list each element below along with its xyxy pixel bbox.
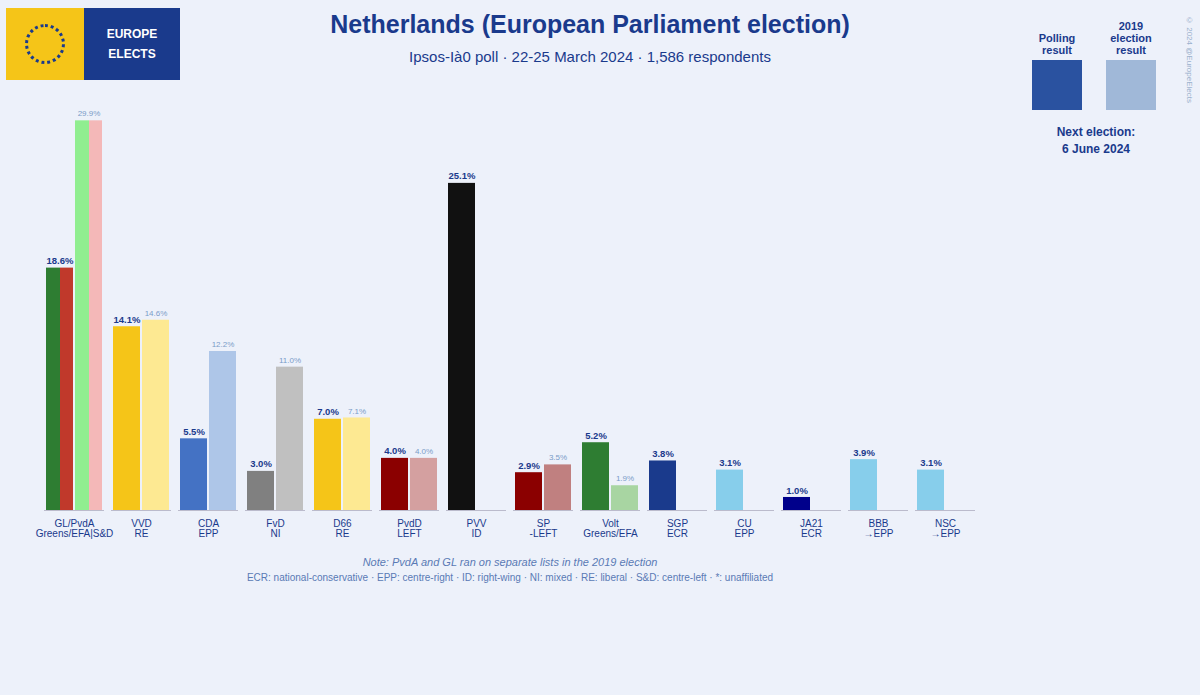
html-text:EUROPE: EUROPE [106,27,158,41]
svg-text:CDAEPP: CDAEPP [198,518,219,539]
svg-text:FvDNI: FvDNI [266,518,284,539]
svg-text:3.0%: 3.0% [250,458,272,469]
svg-text:3.8%: 3.8% [652,448,674,459]
svg-text:3.9%: 3.9% [853,447,875,458]
html-text:Ipsos-Ià0 poll · 22-25 March 2: Ipsos-Ià0 poll · 22-25 March 2024 · 1,58… [409,48,771,65]
svg-text:3.1%: 3.1% [719,457,741,468]
svg-text:7.0%: 7.0% [317,406,339,417]
html-text:Note: PvdA and GL ran on separ: Note: PvdA and GL ran on separate lists … [362,556,658,568]
svg-text:5.5%: 5.5% [183,426,205,437]
svg-text:BBB→EPP: BBB→EPP [863,518,893,539]
svg-text:4.0%: 4.0% [384,445,406,456]
html-text:© 2024 @EuropeElects: © 2024 @EuropeElects [1185,16,1194,103]
html-text:6 June 2024: 6 June 2024 [1062,142,1130,156]
svg-text:VoltGreens/EFA: VoltGreens/EFA [583,518,638,539]
svg-text:4.0%: 4.0% [415,447,433,456]
svg-text:7.1%: 7.1% [348,407,366,416]
svg-text:PVVID: PVVID [466,518,486,539]
html-text:Netherlands (European Parliame: Netherlands (European Parliament electio… [330,10,850,38]
svg-text:JA21ECR: JA21ECR [800,518,823,539]
svg-text:PvdDLEFT: PvdDLEFT [397,518,421,539]
svg-text:D66RE: D66RE [333,518,352,539]
svg-text:25.1%: 25.1% [449,170,476,181]
svg-text:CUEPP: CUEPP [734,518,754,539]
svg-text:14.6%: 14.6% [145,309,168,318]
html-text:2019 election result: 2019 election result [1110,20,1152,56]
svg-text:1.9%: 1.9% [616,474,634,483]
svg-text:2.9%: 2.9% [518,460,540,471]
svg-text:1.0%: 1.0% [786,485,808,496]
html-text:Polling result: Polling result [1038,32,1076,56]
svg-text:5.2%: 5.2% [585,430,607,441]
svg-text:3.5%: 3.5% [549,453,567,462]
html-text:ECR: national-conservative · E: ECR: national-conservative · EPP: centre… [246,572,774,583]
svg-text:NSC→EPP: NSC→EPP [930,518,960,539]
svg-text:SGPECR: SGPECR [667,518,688,539]
svg-text:12.2%: 12.2% [212,340,235,349]
html-text:ELECTS: ELECTS [108,47,156,61]
svg-text:14.1%: 14.1% [114,314,141,325]
html-text:Next election:: Next election: [1056,125,1136,139]
svg-text:3.1%: 3.1% [920,457,942,468]
svg-text:11.0%: 11.0% [279,356,301,365]
svg-text:GL/PvdAGreens/EFA|S&D: GL/PvdAGreens/EFA|S&D [36,518,114,539]
svg-text:29.9%: 29.9% [78,109,101,118]
svg-text:VVDRE: VVDRE [131,518,152,539]
svg-text:18.6%: 18.6% [47,255,74,266]
svg-text:SP-LEFT: SP-LEFT [530,518,558,539]
